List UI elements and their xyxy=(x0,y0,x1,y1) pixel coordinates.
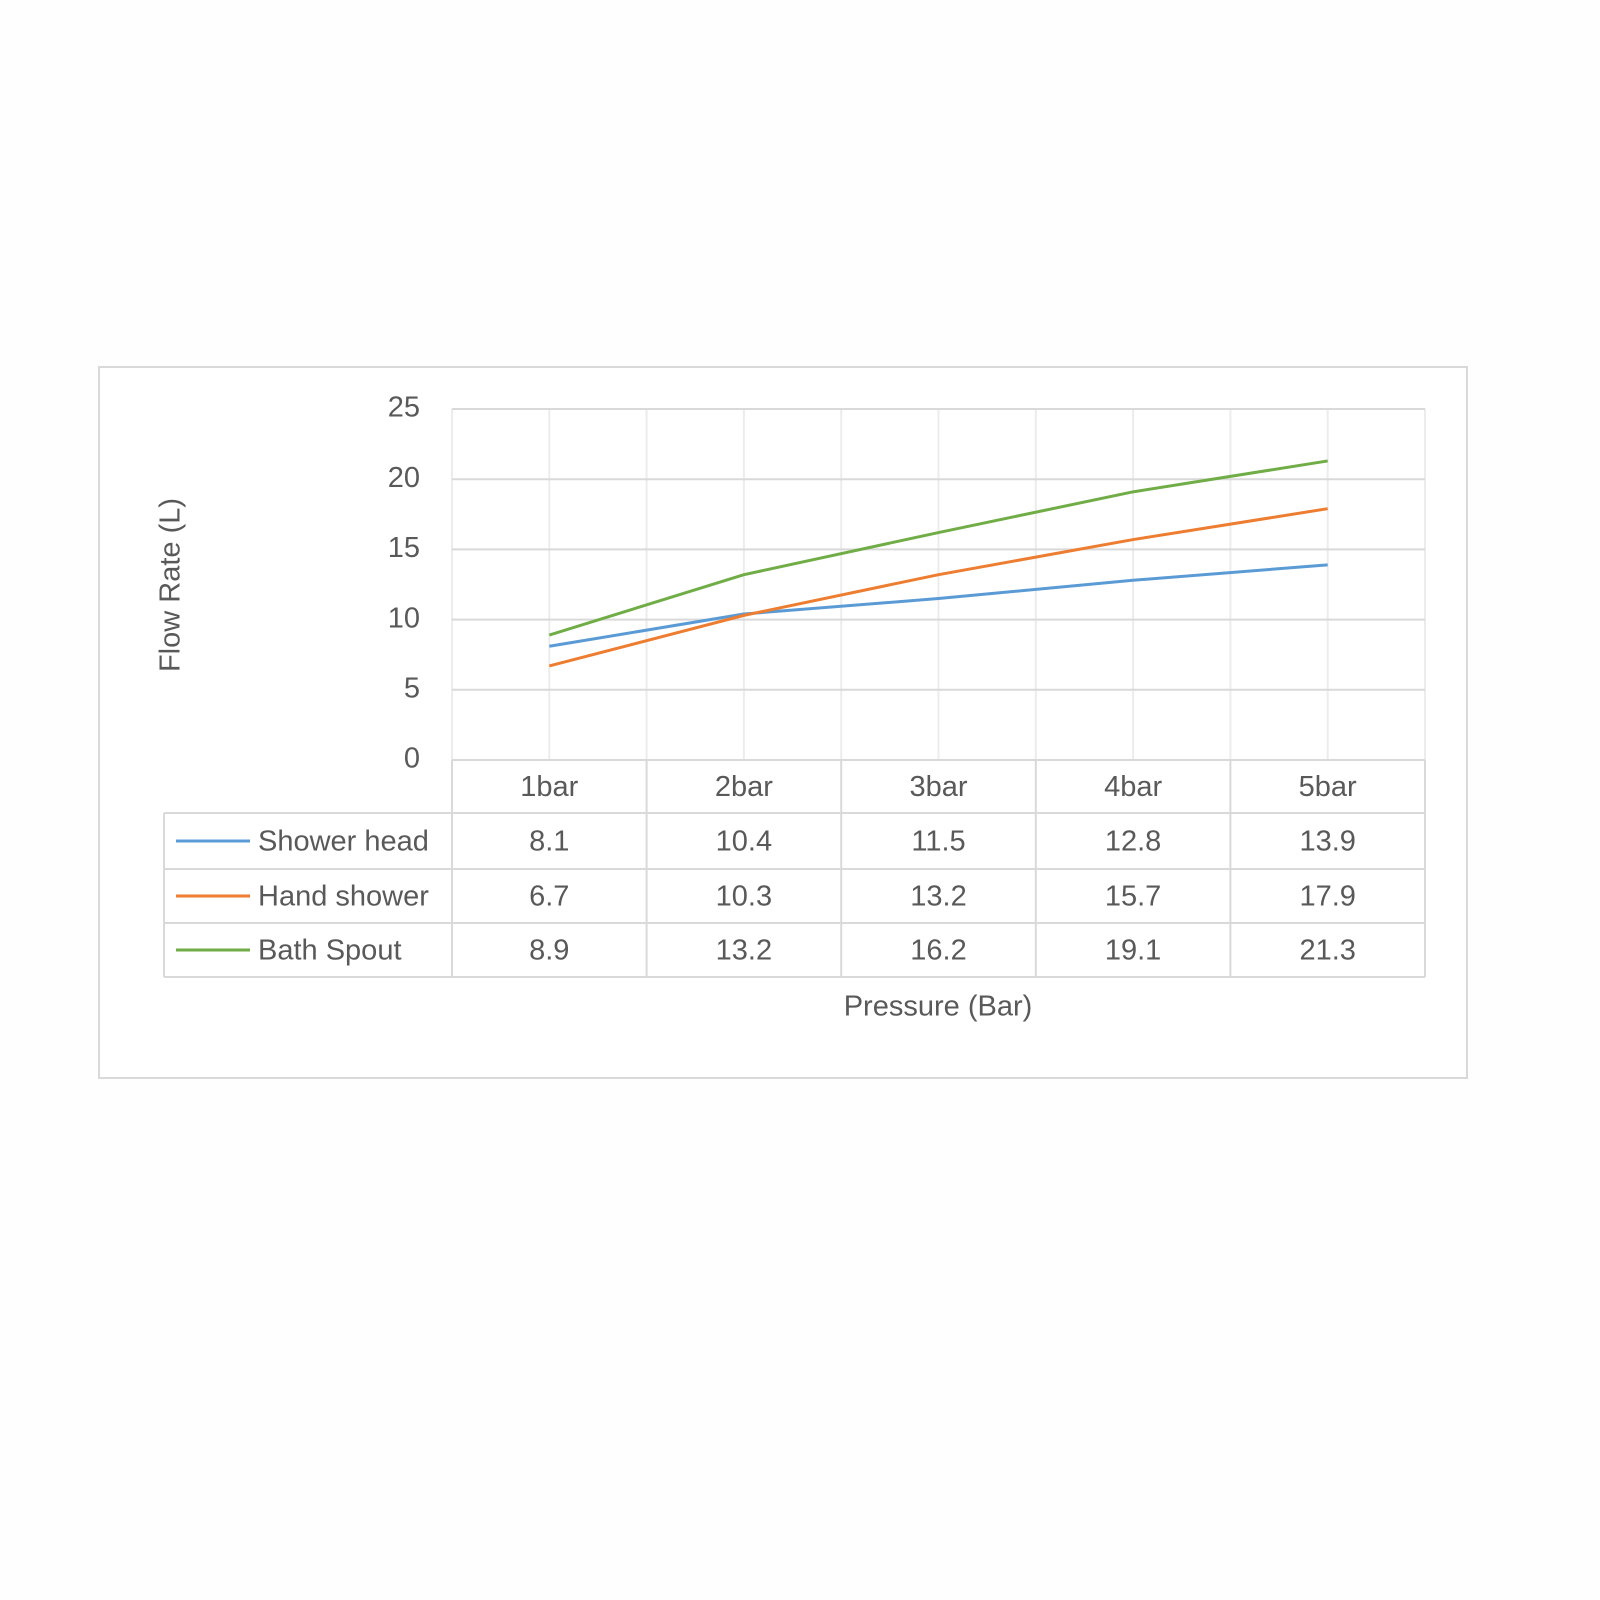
table-value: 8.1 xyxy=(529,826,569,858)
table-value: 12.8 xyxy=(1105,826,1161,858)
y-tick-label: 20 xyxy=(388,462,420,494)
line xyxy=(548,507,1328,668)
table-value: 8.9 xyxy=(529,935,569,967)
y-axis-title: Flow Rate (L) xyxy=(155,498,187,672)
table-value: 13.2 xyxy=(910,881,966,913)
table-value: 10.3 xyxy=(716,881,772,913)
y-tick-label: 10 xyxy=(388,602,420,634)
table-value: 16.2 xyxy=(910,935,966,967)
table-value: 11.5 xyxy=(911,826,965,858)
table-value: 21.3 xyxy=(1299,935,1355,967)
legend-label: Bath Spout xyxy=(258,935,402,967)
table-value: 13.9 xyxy=(1299,826,1355,858)
line xyxy=(548,459,1328,637)
y-tick-label: 15 xyxy=(388,532,420,564)
legend-label: Shower head xyxy=(258,826,429,858)
x-tick-label: 1bar xyxy=(520,771,578,803)
table-value: 13.2 xyxy=(716,935,772,967)
table-value: 10.4 xyxy=(716,826,772,858)
x-axis-title: Pressure (Bar) xyxy=(844,991,1033,1023)
chart-area xyxy=(98,366,1468,1079)
table-value: 17.9 xyxy=(1299,881,1355,913)
line xyxy=(549,563,1328,648)
x-tick-label: 4bar xyxy=(1104,771,1162,803)
x-tick-label: 3bar xyxy=(909,771,967,803)
table-value: 6.7 xyxy=(529,881,569,913)
y-tick-label: 25 xyxy=(388,392,420,424)
table-value: 15.7 xyxy=(1105,881,1161,913)
y-tick-label: 0 xyxy=(404,743,420,775)
x-tick-label: 5bar xyxy=(1299,771,1357,803)
y-tick-label: 5 xyxy=(404,672,420,704)
x-tick-label: 2bar xyxy=(715,771,773,803)
legend-label: Hand shower xyxy=(258,881,429,913)
table-value: 19.1 xyxy=(1105,935,1161,967)
